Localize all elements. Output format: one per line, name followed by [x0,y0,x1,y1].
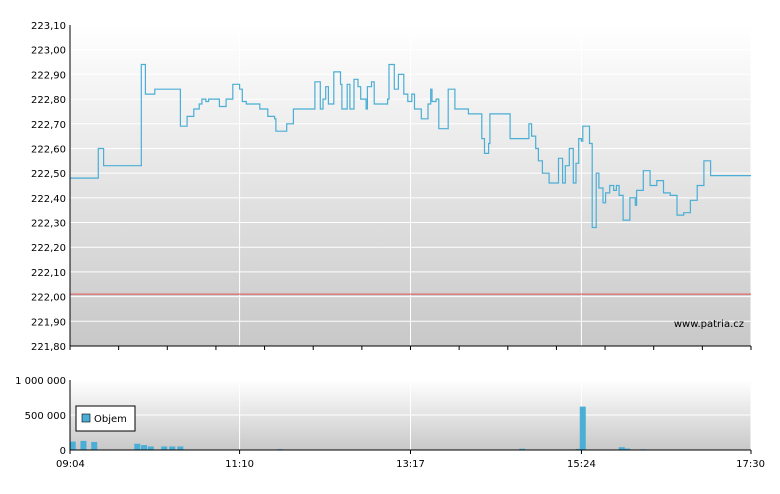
volume-y-tick-label: 1 000 000 [15,376,66,387]
volume-bar [177,447,183,451]
volume-bar [70,442,76,450]
volume-bar [134,444,140,450]
price-y-tick-label: 222,30 [31,219,66,230]
volume-x-tick-label: 11:10 [225,459,254,470]
volume-x-tick-label: 15:24 [567,459,596,470]
legend-label: Objem [94,414,127,425]
volume-bar [80,441,86,450]
volume-x-tick-label: 17:30 [736,459,765,470]
volume-y-tick-label: 0 [60,446,66,457]
price-y-tick-label: 222,50 [31,169,66,180]
volume-bar [169,447,175,451]
price-y-tick-label: 222,60 [31,144,66,155]
volume-y-axis: 1 000 000 500 000 0 [15,376,66,457]
volume-y-tick-label: 500 000 [25,411,66,422]
price-y-tick-label: 223,10 [31,21,66,32]
price-y-tick-label: 222,90 [31,70,66,81]
volume-bar [91,442,97,450]
price-y-tick-label: 223,00 [31,46,66,57]
watermark: www.patria.cz [674,319,744,330]
volume-bar [141,445,147,450]
price-y-tick-label: 222,20 [31,243,66,254]
price-y-tick-label: 222,40 [31,194,66,205]
price-y-tick-label: 221,90 [31,317,66,328]
volume-bar [148,447,154,451]
price-y-tick-label: 222,10 [31,268,66,279]
volume-x-ticks: 09:04 11:10 13:17 15:24 17:30 [56,450,765,470]
price-y-tick-label: 221,80 [31,342,66,353]
price-y-tick-label: 222,70 [31,120,66,131]
legend: Objem [76,406,135,431]
price-y-axis: 223,10 223,00 222,90 222,80 222,70 222,60 222,… [31,21,66,353]
price-x-ticks [70,346,751,350]
price-y-tick-label: 222,00 [31,293,66,304]
volume-bar [580,407,586,450]
volume-x-tick-label: 13:17 [396,459,425,470]
legend-swatch [82,414,90,422]
volume-bar [161,447,167,451]
volume-x-tick-label: 09:04 [56,459,85,470]
price-y-tick-label: 222,80 [31,95,66,106]
